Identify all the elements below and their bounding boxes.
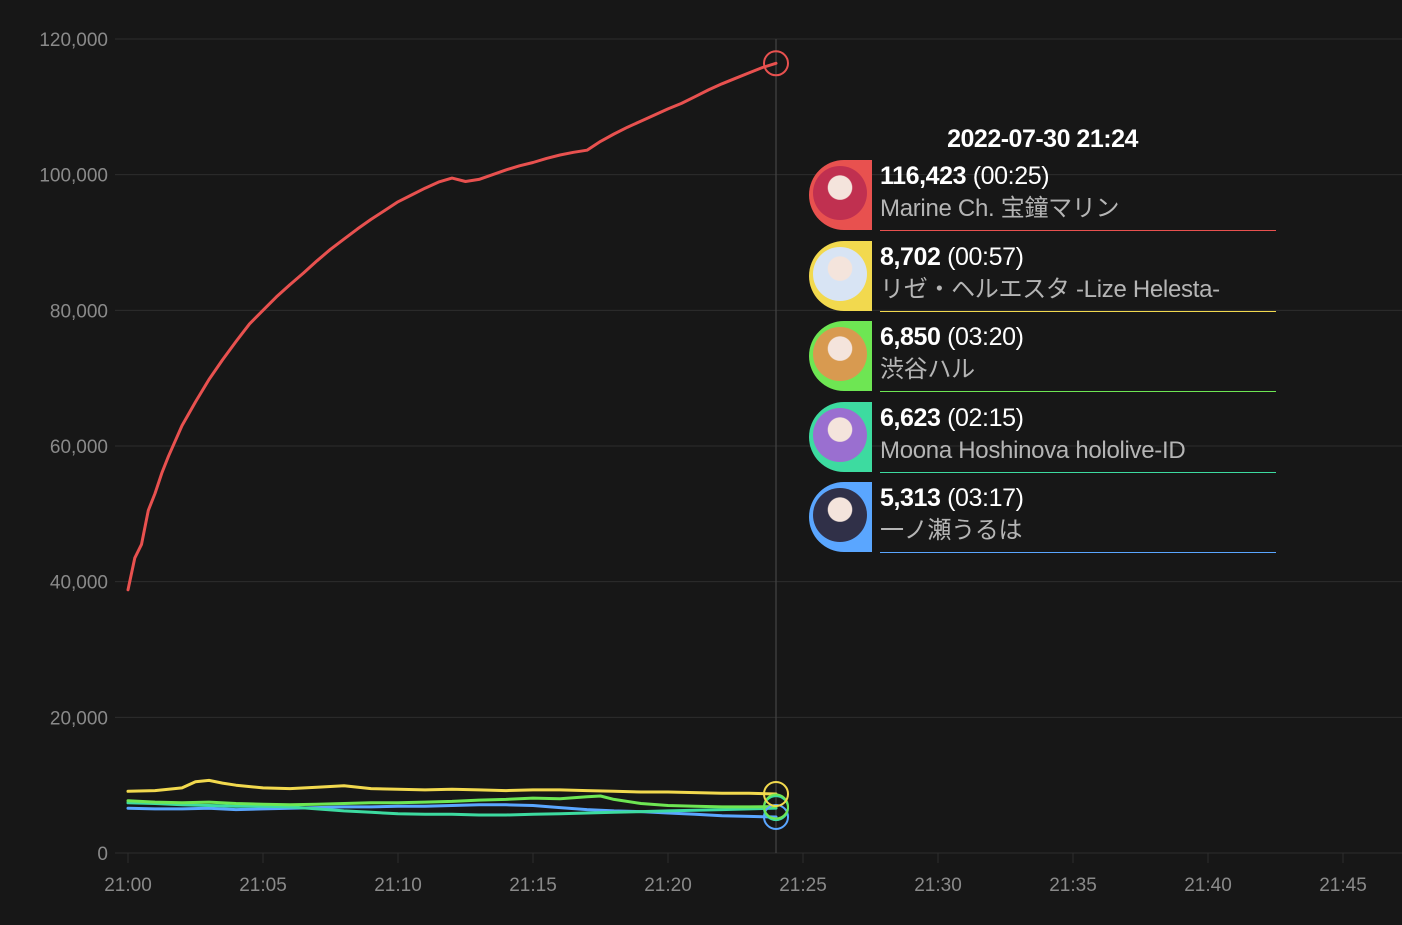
x-tick-label: 21:25 [779,875,827,896]
channel-name: 一ノ瀬うるは [880,517,1023,544]
channel-avatar-icon [813,246,867,301]
tooltip-entry-text: 5,313 (03:17) 一ノ瀬うるは [880,482,1276,553]
viewer-count: 6,623 [880,403,941,432]
hover-marker [763,50,789,77]
x-tick-label: 21:20 [644,875,692,896]
series-line [126,61,778,592]
channel-name: Marine Ch. 宝鐘マリン [880,195,1120,222]
channel-avatar-icon [813,488,867,542]
tooltip-entry-uruha: 5,313 (03:17) 一ノ瀬うるは [809,482,1276,554]
channel-name: リゼ・ヘルエスタ -Lize Helesta- [880,275,1220,303]
viewer-count: 5,313 [880,484,941,512]
x-tick-label: 21:10 [374,875,422,896]
series-line [126,794,778,809]
hover-marker [763,803,789,830]
y-tick-label: 80,000 [50,301,108,322]
channel-avatar-icon [813,407,867,462]
series-line [126,778,778,796]
x-tick-label: 21:40 [1184,875,1232,896]
avatar-ring [809,240,872,311]
elapsed-time: (00:25) [972,162,1050,190]
x-tick-label: 21:05 [239,875,287,896]
channel-avatar-icon [813,327,867,381]
tooltip-entry-text: 8,702 (00:57) リゼ・ヘルエスタ -Lize Helesta- [880,241,1276,312]
grid-lines [115,38,1402,863]
viewer-count: 116,423 [880,162,967,190]
y-tick-label: 120,000 [39,30,108,51]
tooltip-entry-text: 6,850 (03:20) 渋谷ハル [880,321,1276,392]
tooltip-entry-marine: 116,423 (00:25) Marine Ch. 宝鐘マリン [809,160,1276,232]
elapsed-time: (03:17) [947,484,1024,512]
y-tick-label: 20,000 [50,708,108,729]
x-tick-label: 21:00 [104,875,152,896]
elapsed-time: (00:57) [947,242,1024,271]
tooltip-entry-lize: 8,702 (00:57) リゼ・ヘルエスタ -Lize Helesta- [809,240,1276,313]
channel-avatar-icon [813,166,867,220]
elapsed-time: (02:15) [947,403,1024,432]
hover-marker [763,793,789,820]
y-tick-label: 0 [97,844,108,865]
x-axis-ticks: 21:00 21:05 21:10 21:15 21:20 21:25 21:30 21:35… [104,875,1367,896]
avatar-ring [809,160,872,230]
hover-tooltip: 2022-07-30 21:24 116,423 (00:25) Marine … [809,120,1276,563]
series-line [126,803,778,819]
elapsed-time: (03:20) [947,323,1024,351]
x-tick-label: 21:45 [1319,875,1367,896]
tooltip-entry-moona: 6,623 (02:15) Moona Hoshinova hololive-I… [809,401,1276,474]
hover-markers [763,50,789,830]
tooltip-entry-haru: 6,850 (03:20) 渋谷ハル [809,321,1276,393]
channel-name: 渋谷ハル [880,356,975,383]
series-line [126,801,778,817]
tooltip-entry-text: 116,423 (00:25) Marine Ch. 宝鐘マリン [880,160,1276,231]
tooltip-entry-text: 6,623 (02:15) Moona Hoshinova hololive-I… [880,402,1276,473]
avatar-ring [809,401,872,472]
y-tick-label: 100,000 [39,166,108,187]
viewer-count: 6,850 [880,323,941,351]
series-lines [126,61,778,819]
tooltip-timestamp: 2022-07-30 21:24 [947,125,1138,153]
avatar-ring [809,321,872,391]
x-tick-label: 21:30 [914,875,962,896]
hover-marker [763,780,789,807]
y-tick-label: 40,000 [50,573,108,594]
x-tick-label: 21:15 [509,875,557,896]
channel-name: Moona Hoshinova hololive-ID [880,436,1186,464]
y-tick-label: 60,000 [50,437,108,458]
x-tick-label: 21:35 [1049,875,1097,896]
y-axis-ticks: 120,000 100,000 80,000 60,000 40,000 20,000 0 [39,30,108,865]
avatar-ring [809,482,872,552]
viewer-count: 8,702 [880,242,941,271]
